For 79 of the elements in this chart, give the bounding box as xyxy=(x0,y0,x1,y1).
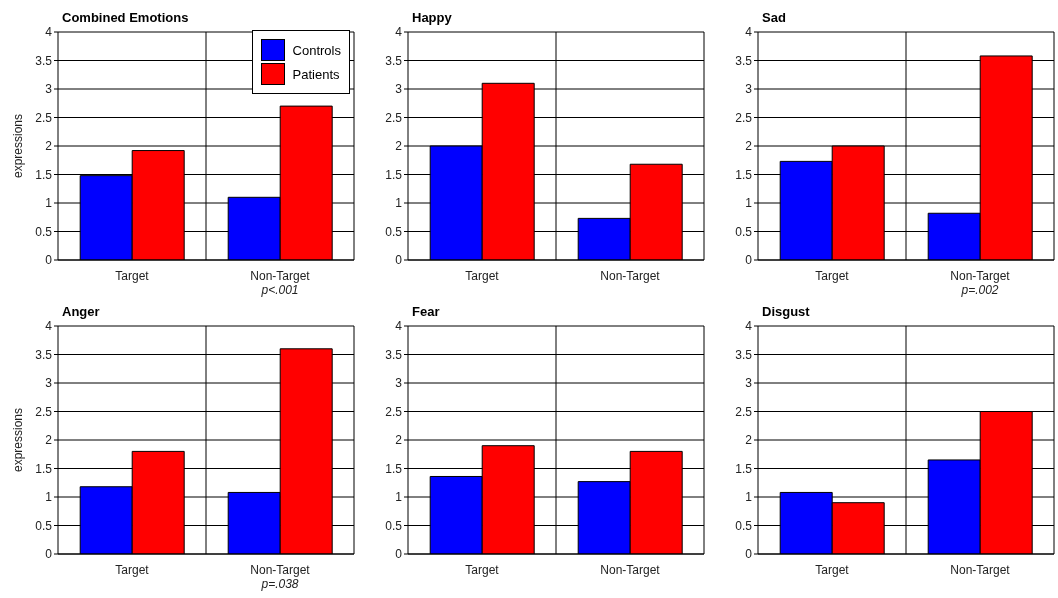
y-tick-label: 3 xyxy=(745,376,753,391)
text: p=.002 xyxy=(960,283,999,297)
y-tick-label: 2.5 xyxy=(35,110,53,125)
chart-title: Combined Emotions xyxy=(62,10,189,25)
x-tick-label: Non-Target xyxy=(250,563,311,577)
y-tick-label: 1.5 xyxy=(385,167,403,182)
x-tick-label: Target xyxy=(115,269,150,283)
y-tick-label: 3 xyxy=(395,376,403,391)
x-tick-label: Target xyxy=(115,563,150,577)
y-tick-label: 1 xyxy=(745,490,753,505)
y-tick-label: 0 xyxy=(395,547,403,562)
legend-label: Controls xyxy=(292,42,341,58)
y-tick-label: 0 xyxy=(45,547,53,562)
text: p=.038 xyxy=(260,577,299,591)
y-tick-label: 1 xyxy=(395,490,403,505)
y-tick-label: 0.5 xyxy=(735,224,753,239)
y-tick-label: 2 xyxy=(45,433,53,448)
chart-title: Anger xyxy=(62,304,100,319)
y-tick-label: 2.5 xyxy=(385,110,403,125)
y-tick-label: 3.5 xyxy=(35,347,53,362)
y-tick-label: 1.5 xyxy=(35,167,53,182)
chart-title: Sad xyxy=(762,10,786,25)
y-tick-label: 1 xyxy=(745,196,753,211)
y-tick-label: 3.5 xyxy=(385,347,403,362)
y-tick-label: 2.5 xyxy=(735,404,753,419)
chart-title: Disgust xyxy=(762,304,810,319)
y-tick-label: 3 xyxy=(45,82,53,97)
y-tick-label: 3 xyxy=(395,82,403,97)
legend-label: Patients xyxy=(292,66,340,82)
y-tick-label: 2 xyxy=(395,139,403,154)
y-tick-label: 1 xyxy=(45,196,53,211)
chart-title: Fear xyxy=(412,304,440,319)
chart-title: Happy xyxy=(412,10,452,25)
y-tick-label: 3.5 xyxy=(735,347,753,362)
y-tick-label: 1 xyxy=(45,490,53,505)
x-tick-label: Non-Target xyxy=(600,269,661,283)
y-tick-label: 0 xyxy=(745,547,753,562)
y-tick-label: 3 xyxy=(745,82,753,97)
y-tick-label: 0.5 xyxy=(385,518,403,533)
y-tick-label: 3.5 xyxy=(385,53,403,68)
x-tick-label: Non-Target xyxy=(950,269,1011,283)
y-tick-label: 4 xyxy=(395,319,403,334)
y-tick-label: 2.5 xyxy=(385,404,403,419)
y-tick-label: 2.5 xyxy=(35,404,53,419)
y-axis-title: expressions xyxy=(11,407,26,473)
x-tick-label: Non-Target xyxy=(950,563,1011,577)
y-tick-label: 1.5 xyxy=(735,461,753,476)
x-tick-label: Non-Target xyxy=(250,269,311,283)
y-tick-label: 4 xyxy=(45,319,53,334)
y-tick-label: 0.5 xyxy=(735,518,753,533)
y-tick-label: 0.5 xyxy=(35,224,53,239)
y-tick-label: 3 xyxy=(45,376,53,391)
y-tick-label: 0.5 xyxy=(35,518,53,533)
y-tick-label: 3.5 xyxy=(735,53,753,68)
y-tick-label: 2.5 xyxy=(735,110,753,125)
x-tick-label: Target xyxy=(465,269,500,283)
y-tick-label: 2 xyxy=(395,433,403,448)
y-tick-label: 1.5 xyxy=(35,461,53,476)
y-axis-title: expressions xyxy=(11,113,26,179)
x-tick-label: Target xyxy=(815,269,850,283)
y-tick-label: 0 xyxy=(745,253,753,268)
y-tick-label: 0 xyxy=(395,253,403,268)
y-tick-label: 2 xyxy=(45,139,53,154)
y-tick-label: 1.5 xyxy=(735,167,753,182)
text: p<.001 xyxy=(260,283,299,297)
x-tick-label: Non-Target xyxy=(600,563,661,577)
x-tick-label: Target xyxy=(815,563,850,577)
y-tick-label: 1 xyxy=(395,196,403,211)
y-tick-label: 3.5 xyxy=(35,53,53,68)
y-tick-label: 0.5 xyxy=(385,224,403,239)
x-tick-label: Target xyxy=(465,563,500,577)
y-tick-label: 4 xyxy=(745,319,753,334)
y-tick-label: 2 xyxy=(745,139,753,154)
y-tick-label: 4 xyxy=(745,25,753,40)
y-tick-label: 4 xyxy=(45,25,53,40)
y-tick-label: 2 xyxy=(745,433,753,448)
y-tick-label: 1.5 xyxy=(385,461,403,476)
y-tick-label: 0 xyxy=(45,253,53,268)
y-tick-label: 4 xyxy=(395,25,403,40)
